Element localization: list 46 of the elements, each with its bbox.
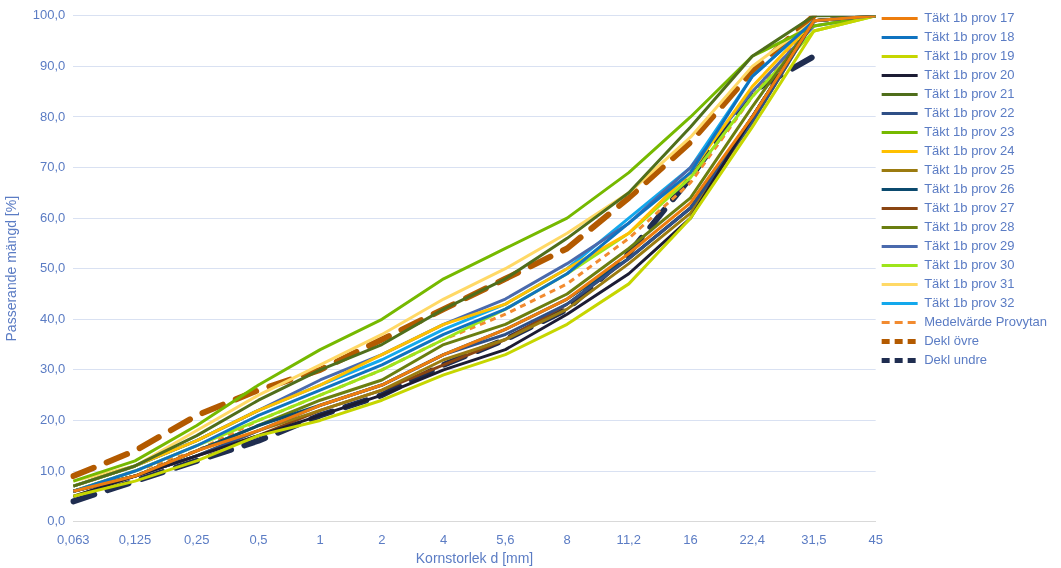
y-tick-label: 30,0 [40, 361, 66, 377]
x-tick-label: 0,5 [249, 531, 268, 547]
legend-label: Täkt 1b prov 23 [924, 124, 1015, 140]
x-tick-label: 11,2 [616, 531, 641, 547]
x-axis-title: Kornstorlek d [mm] [415, 550, 534, 567]
y-tick-label: 70,0 [40, 159, 66, 175]
legend-label: Medelvärde Provytan [924, 314, 1047, 330]
x-tick-label: 4 [440, 531, 448, 547]
y-tick-label: 0,0 [47, 513, 66, 529]
x-tick-label: 8 [563, 531, 571, 547]
x-tick-label: 0,125 [118, 531, 152, 547]
legend-label: Täkt 1b prov 19 [924, 48, 1015, 64]
legend-label: Dekl övre [924, 333, 980, 349]
y-tick-label: 10,0 [40, 462, 66, 478]
x-tick-label: 0,063 [57, 531, 90, 547]
legend-label: Täkt 1b prov 28 [924, 219, 1015, 235]
legend-label: Täkt 1b prov 18 [924, 29, 1015, 45]
x-tick-label: 22,4 [739, 531, 765, 547]
legend-label: Täkt 1b prov 30 [924, 257, 1015, 273]
legend-label: Täkt 1b prov 32 [924, 295, 1015, 311]
x-tick-label: 45 [868, 531, 883, 547]
x-tick-label: 2 [378, 531, 386, 547]
legend-label: Täkt 1b prov 31 [924, 276, 1015, 292]
y-tick-label: 40,0 [40, 310, 66, 326]
legend-label: Täkt 1b prov 29 [924, 238, 1015, 254]
y-axis-title: Passerande mängd [%] [3, 195, 20, 342]
legend-label: Täkt 1b prov 17 [924, 10, 1015, 26]
x-tick-label: 31,5 [801, 531, 827, 547]
x-tick-label: 5,6 [496, 531, 515, 547]
x-tick-label: 0,25 [184, 531, 210, 547]
legend-label: Täkt 1b prov 20 [924, 67, 1015, 83]
y-tick-label: 100,0 [32, 7, 66, 23]
legend-label: Täkt 1b prov 22 [924, 105, 1015, 121]
x-tick-label: 1 [316, 531, 324, 547]
y-tick-label: 90,0 [40, 57, 66, 73]
legend-label: Täkt 1b prov 25 [924, 162, 1015, 178]
legend-label: Täkt 1b prov 26 [924, 181, 1015, 197]
legend-label: Täkt 1b prov 24 [924, 143, 1015, 159]
y-tick-label: 50,0 [40, 260, 66, 276]
y-tick-label: 60,0 [40, 209, 66, 225]
legend-label: Täkt 1b prov 21 [924, 86, 1015, 102]
y-tick-label: 20,0 [40, 412, 66, 428]
y-tick-label: 80,0 [40, 108, 66, 124]
legend-label: Täkt 1b prov 27 [924, 200, 1015, 216]
legend-label: Dekl undre [924, 352, 988, 368]
x-tick-label: 16 [683, 531, 698, 547]
